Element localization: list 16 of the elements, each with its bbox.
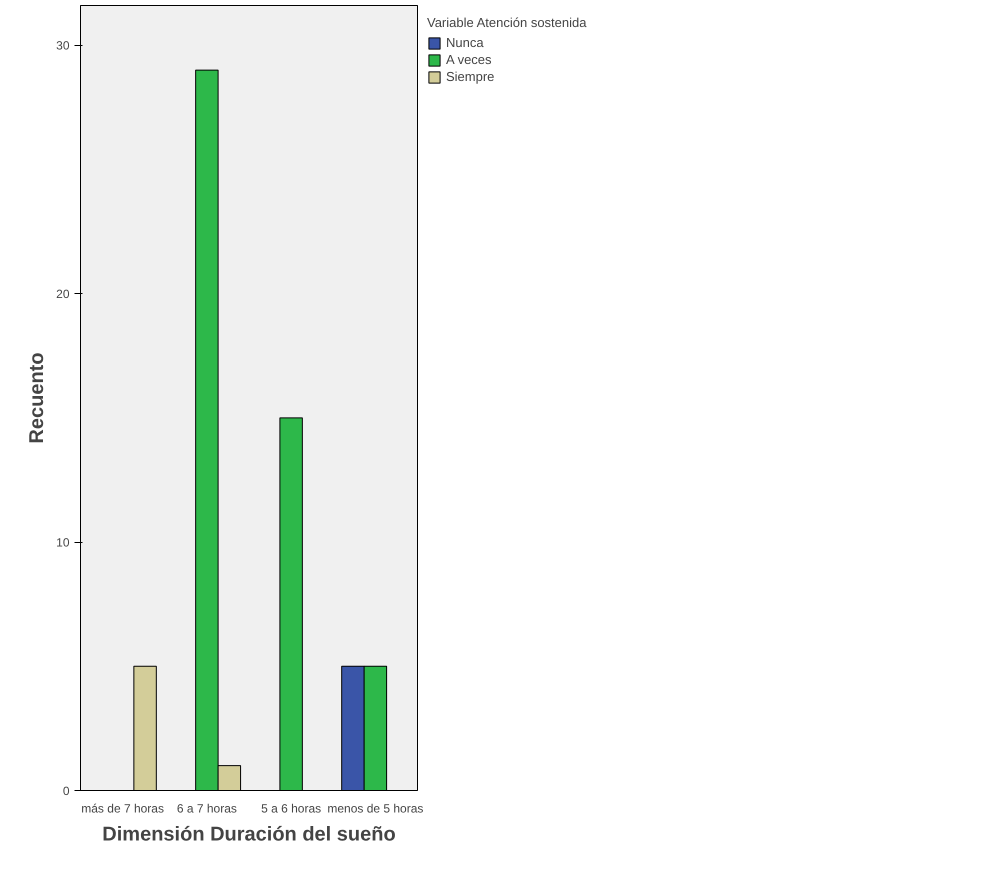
- x-tick-label: más de 7 horas: [81, 802, 164, 816]
- y-tick-label: 10: [56, 536, 70, 550]
- y-tick-label: 0: [62, 784, 70, 798]
- legend-label: Siempre: [446, 69, 494, 84]
- legend-label: Nunca: [446, 35, 484, 50]
- y-tick-label: 20: [56, 287, 70, 302]
- y-tick-label: 30: [56, 38, 70, 53]
- x-tick-label: menos de 5 horas: [327, 802, 424, 816]
- legend-label: A veces: [446, 52, 492, 67]
- bar: [279, 417, 303, 790]
- legend-title: Variable Atención sostenida: [427, 15, 586, 30]
- bar: [133, 666, 157, 790]
- y-axis-title: Recuento: [26, 352, 48, 444]
- x-tick-label: 6 a 7 horas: [176, 802, 237, 816]
- x-axis-title: Dimensión Duración del sueño: [102, 824, 396, 846]
- x-tick-label: 5 a 6 horas: [261, 802, 322, 816]
